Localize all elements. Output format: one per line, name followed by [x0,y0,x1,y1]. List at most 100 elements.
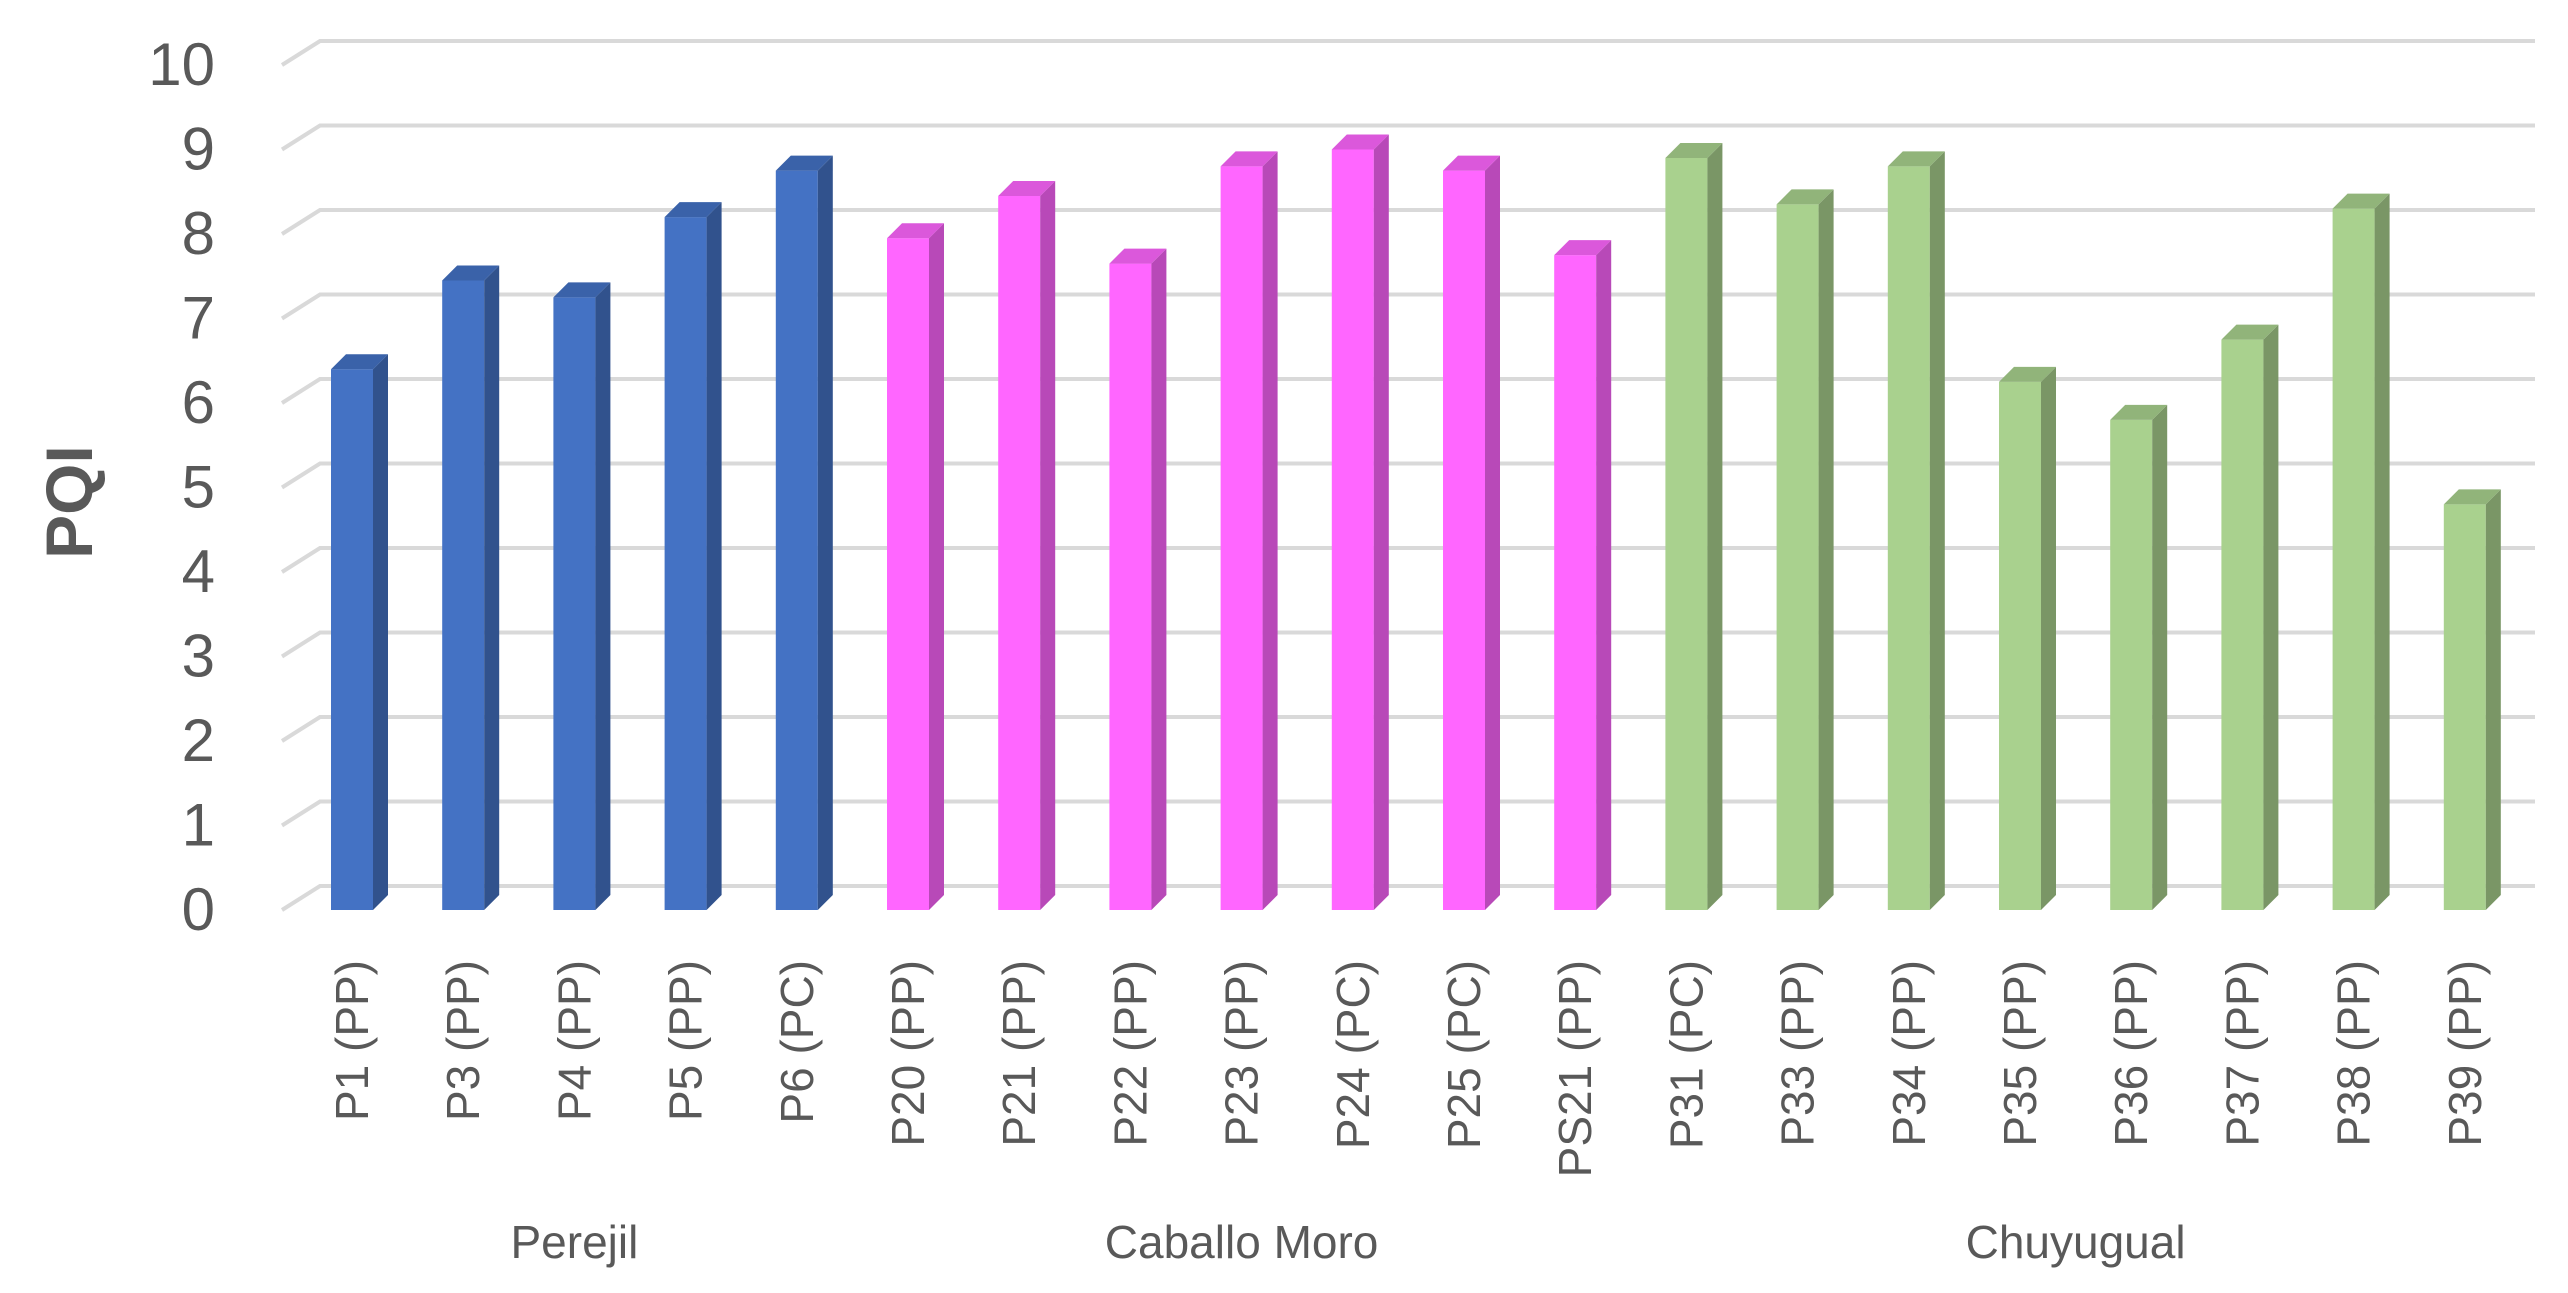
bar [998,180,1056,911]
bar-side [1929,151,1945,910]
y-tick-label: 6 [182,369,215,436]
bar-top [775,155,833,171]
bar-top [2443,489,2501,505]
gridline [280,208,2535,236]
y-tick-label: 2 [182,707,215,774]
x-group-label: Perejil [510,1216,638,1268]
x-tick-label: P39 (PP) [2439,960,2491,1147]
bar-front [1109,263,1152,910]
bar [442,265,500,911]
gridline [280,39,2535,67]
bar [553,282,611,910]
y-tick-label: 7 [182,285,215,352]
bar-side [929,223,944,911]
bar-side [1373,134,1389,910]
bar [664,202,722,911]
bar-side [484,265,500,911]
bar-top [1109,248,1167,264]
bar-top [2332,193,2390,209]
bar [1220,151,1278,910]
bar-side [1818,189,1834,911]
bar-top [331,354,388,370]
x-tick-label: P37 (PP) [2216,960,2268,1147]
bar [1109,248,1167,910]
x-tick-label: P25 (PC) [1438,960,1490,1149]
bar-front [553,297,596,910]
bars [331,134,2501,911]
bar [775,155,833,910]
bar [1554,240,1612,910]
bar-side [817,155,833,910]
bar [1665,142,1723,910]
bar-front [1887,166,1930,910]
y-tick-label: 10 [148,31,215,98]
x-tick-label: P38 (PP) [2328,960,2380,1147]
bar-side [595,282,611,910]
bar [2110,404,2168,910]
bar-side [1151,248,1167,910]
bar-side [2485,489,2501,910]
x-tick-label: P35 (PP) [1994,960,2046,1147]
bar-side [1707,142,1723,910]
bar [1331,134,1389,910]
bar-top [442,265,500,281]
bar [1999,366,2056,910]
y-tick-label: 0 [182,876,215,943]
x-tick-label: P33 (PP) [1772,960,1824,1147]
gridline [280,123,2535,152]
bar-side [2041,366,2056,910]
bar-front [1443,170,1485,910]
y-tick-label: 8 [182,200,215,267]
bar-side [1262,151,1278,910]
bar-side [1596,240,1612,910]
gridline [280,292,2535,321]
bar [1887,151,1945,910]
bar-front [1665,157,1708,910]
y-tick-label: 5 [182,454,215,521]
gridline [280,630,2535,659]
x-tick-label: P4 (PP) [548,960,600,1121]
x-tick-label: P31 (PC) [1660,960,1712,1149]
bar-top [1443,155,1500,171]
y-tick-label: 1 [182,792,215,859]
bar-front [331,369,373,910]
bar-top [1887,151,1945,167]
bar-top [1554,240,1612,256]
x-tick-label: P3 (PP) [437,960,489,1121]
gridline [280,884,2535,912]
bar-top [1331,134,1389,150]
gridline [280,377,2535,405]
bar-front [2221,339,2264,910]
bar-front [887,238,929,911]
x-category-labels: P1 (PP) P3 (PP) P4 (PP) P5 (PP) P6 (PC) P20 (… [326,960,2491,1177]
bar-side [1485,155,1500,910]
bar-front [2332,208,2375,910]
bar-top [1999,366,2056,382]
bar-top [1220,151,1278,167]
bar-front [1776,204,1819,911]
x-tick-label: P21 (PP) [993,960,1045,1147]
bar-top [553,282,611,298]
x-group-label: Caballo Moro [1105,1216,1379,1268]
y-tick-label: 4 [182,538,215,605]
y-tick-labels: 0 1 2 3 4 5 6 7 8 9 10 [148,31,215,943]
x-tick-label: P5 (PP) [660,960,712,1121]
x-tick-label: P22 (PP) [1104,960,1156,1147]
bar-front [1220,166,1263,910]
gridline [280,546,2535,574]
x-tick-label: P23 (PP) [1216,960,1268,1147]
bar [2221,324,2279,910]
bar-top [887,223,944,239]
bar-top [664,202,722,218]
x-tick-label: P24 (PC) [1327,960,1379,1149]
bar-front [1554,255,1597,910]
bar [2332,193,2390,910]
bar-top [998,180,1056,196]
bar-top [1776,189,1834,205]
x-tick-label: P34 (PP) [1883,960,1935,1147]
bar-side [2263,324,2279,910]
gridlines [280,39,2535,912]
x-tick-label: P6 (PC) [771,960,823,1124]
bar [331,354,388,910]
